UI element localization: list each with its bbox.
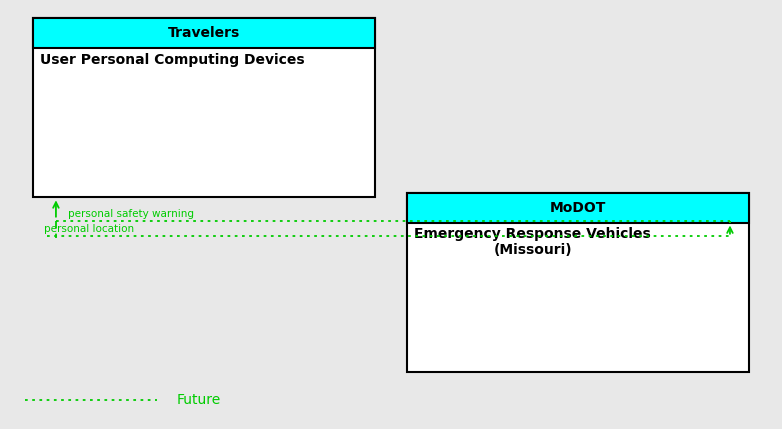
Text: Travelers: Travelers bbox=[168, 26, 240, 40]
Bar bbox=[407, 193, 749, 223]
Text: personal location: personal location bbox=[45, 224, 135, 234]
Text: Future: Future bbox=[177, 393, 221, 407]
Text: User Personal Computing Devices: User Personal Computing Devices bbox=[41, 52, 305, 66]
Text: MoDOT: MoDOT bbox=[550, 201, 606, 215]
Bar bbox=[407, 193, 749, 372]
Bar bbox=[33, 18, 375, 197]
Bar bbox=[33, 18, 375, 48]
Text: personal safety warning: personal safety warning bbox=[67, 209, 194, 219]
Text: Emergency Response Vehicles
(Missouri): Emergency Response Vehicles (Missouri) bbox=[414, 227, 651, 257]
